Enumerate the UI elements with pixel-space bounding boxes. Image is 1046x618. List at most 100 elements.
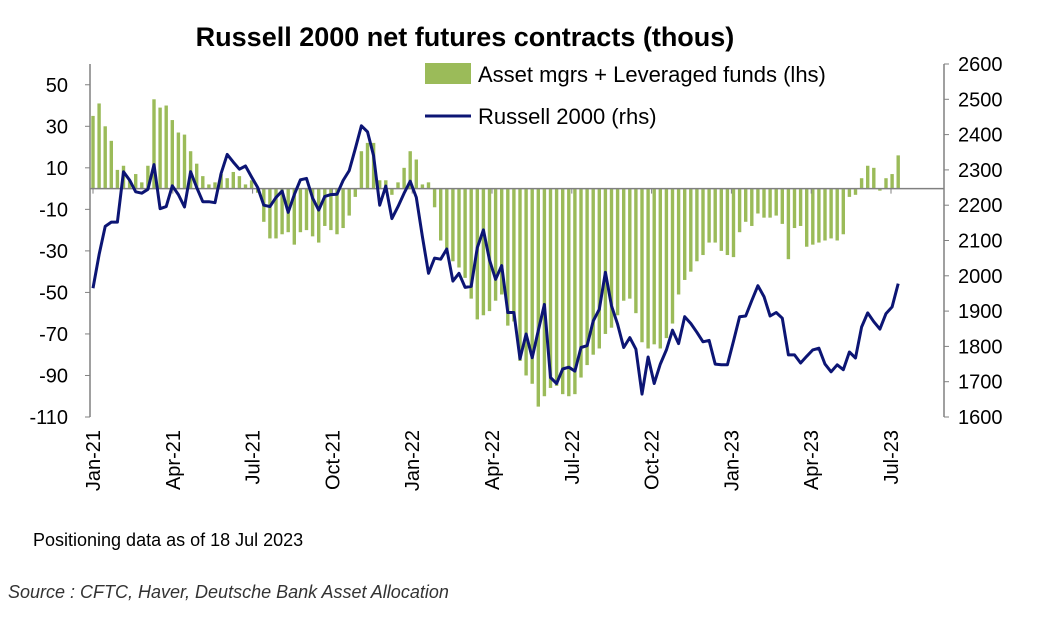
bar: [835, 188, 839, 241]
x-tick-label: Jan-22: [402, 430, 424, 491]
bar: [798, 188, 803, 226]
x-tick-label: Apr-22: [482, 430, 504, 490]
bar: [652, 188, 656, 345]
bar: [658, 188, 662, 349]
bar: [548, 188, 553, 388]
right-tick-label: 1800: [958, 336, 1003, 358]
bar: [317, 188, 321, 243]
bar: [695, 188, 699, 262]
bar: [634, 188, 638, 314]
bar: [500, 188, 504, 295]
left-tick-label: -50: [39, 282, 68, 304]
bar: [347, 188, 351, 216]
bar: [91, 115, 95, 189]
bar: [573, 188, 577, 395]
bar: [170, 120, 174, 189]
legend-swatch-bars: [425, 63, 471, 84]
bar: [701, 188, 705, 256]
bar: [768, 188, 772, 218]
bar: [237, 176, 242, 189]
bar: [243, 184, 248, 189]
bar: [463, 188, 467, 278]
bar: [396, 182, 400, 189]
bar: [762, 188, 766, 218]
bar: [774, 188, 778, 216]
bar: [109, 140, 113, 189]
bar: [554, 188, 559, 386]
bar: [414, 159, 418, 189]
legend-label-bars: Asset mgrs + Leveraged funds (lhs): [478, 62, 826, 87]
bar: [341, 188, 345, 229]
bar: [859, 178, 864, 189]
bar: [280, 188, 284, 235]
bar: [585, 188, 589, 366]
bar: [213, 182, 217, 189]
bar: [335, 188, 339, 235]
bar: [689, 188, 693, 272]
bar: [786, 188, 791, 260]
bar: [274, 188, 278, 239]
line-series: [91, 124, 900, 396]
bar: [817, 188, 821, 243]
chart-title: Russell 2000 net futures contracts (thou…: [196, 22, 735, 52]
right-tick-label: 2600: [958, 54, 1003, 76]
bar: [750, 188, 754, 226]
bar: [158, 107, 162, 189]
bar: [426, 182, 431, 189]
bar: [506, 188, 510, 326]
right-tick-label: 1900: [958, 301, 1003, 323]
bar: [524, 188, 528, 376]
bar: [640, 188, 644, 343]
bar: [408, 151, 412, 189]
right-tick-label: 2400: [958, 125, 1003, 147]
bar: [737, 188, 742, 233]
bar: [176, 132, 181, 189]
bar: [310, 188, 315, 237]
bar: [530, 188, 534, 384]
bar: [591, 188, 595, 355]
bar: [780, 188, 784, 224]
bar: [451, 188, 455, 262]
x-tick-label: Oct-22: [642, 430, 664, 490]
bar: [268, 188, 272, 239]
bar: [469, 188, 473, 299]
bar: [445, 188, 449, 249]
legend: Asset mgrs + Leveraged funds (lhs) Russe…: [425, 62, 826, 129]
bar: [225, 178, 229, 189]
bar: [127, 180, 132, 189]
left-tick-label: 10: [46, 158, 68, 180]
legend-label-line: Russell 2000 (rhs): [478, 104, 657, 129]
right-tick-label: 2000: [958, 266, 1003, 288]
footnote: Positioning data as of 18 Jul 2023: [33, 530, 304, 550]
bar: [805, 188, 809, 247]
bar: [622, 188, 626, 301]
bar: [152, 99, 156, 189]
x-tick-label: Apr-23: [801, 430, 823, 490]
right-tick-label: 1700: [958, 372, 1003, 394]
left-tick-label: 30: [46, 116, 68, 138]
right-tick-label: 2300: [958, 160, 1003, 182]
bar: [420, 184, 425, 189]
bar: [292, 188, 296, 245]
bar: [561, 188, 565, 395]
bar: [579, 188, 583, 378]
bar: [481, 188, 486, 316]
x-tick-label: Jan-21: [83, 430, 105, 491]
bar: [884, 178, 888, 189]
bar: [457, 188, 461, 268]
bar: [219, 174, 223, 189]
left-tick-label: -90: [39, 365, 68, 387]
bar: [97, 103, 101, 189]
bar: [439, 188, 443, 241]
bar: [195, 163, 199, 189]
bar: [676, 188, 681, 295]
bar: [597, 188, 601, 349]
bar: [512, 188, 516, 322]
bar: [878, 188, 882, 191]
bar: [201, 176, 205, 189]
bar: [853, 188, 858, 195]
x-tick-label: Jul-23: [881, 430, 903, 484]
bar: [866, 165, 870, 189]
bar: [432, 188, 437, 208]
bar: [146, 165, 150, 189]
